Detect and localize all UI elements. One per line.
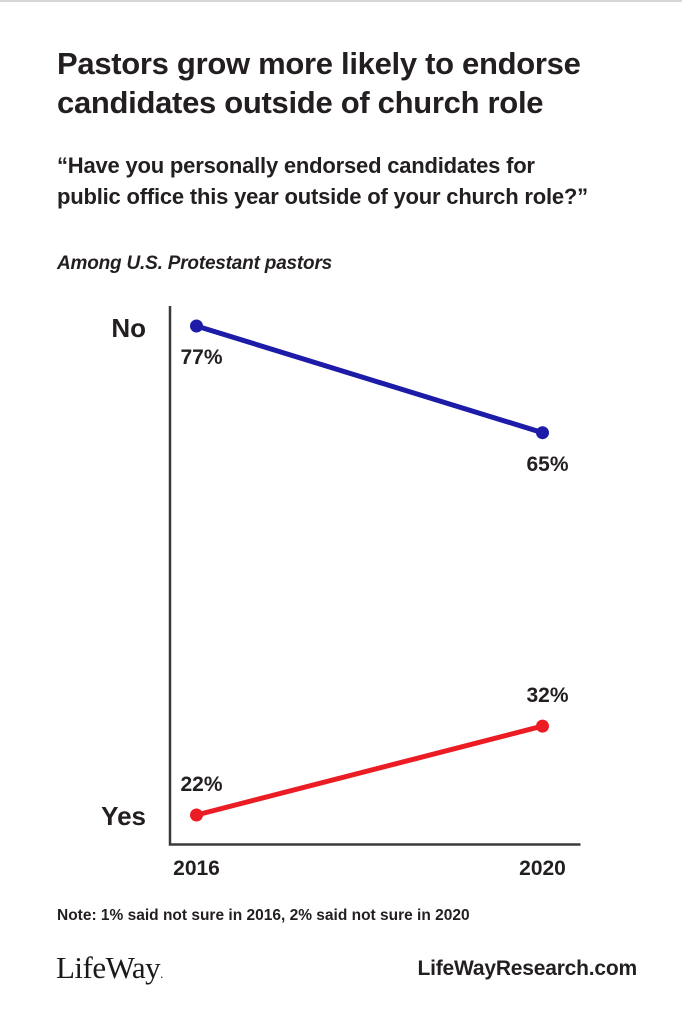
- title-line-1: Pastors grow more likely to endorse: [57, 46, 581, 81]
- value-label-yes-2020: 32%: [526, 684, 569, 708]
- lifeway-logo-text: LifeWay: [56, 950, 161, 985]
- population-note: Among U.S. Protestant pastors: [57, 253, 333, 274]
- point-yes-2020: [536, 719, 549, 733]
- question-line-1: “Have you personally endorsed candidates…: [57, 153, 535, 178]
- footnote: Note: 1% said not sure in 2016, 2% said …: [57, 907, 470, 924]
- title-line-2: candidates outside of church role: [57, 85, 544, 120]
- point-yes-2016: [190, 808, 203, 822]
- value-label-no-2020: 65%: [526, 452, 569, 476]
- axis-lines: [168, 306, 581, 846]
- series-label-yes: Yes: [101, 801, 146, 831]
- question-line-2: public office this year outside of your …: [57, 184, 588, 209]
- series-label-no: No: [111, 313, 146, 343]
- point-no-2016: [190, 319, 203, 333]
- x-tick-2020: 2020: [519, 857, 566, 880]
- lifeway-logo: LifeWay.: [56, 950, 163, 986]
- line-yes: [194, 723, 545, 818]
- value-label-no-2016: 77%: [180, 346, 223, 369]
- series-layer: [190, 319, 549, 822]
- website-link: LifeWayResearch.com: [417, 957, 637, 980]
- survey-question: “Have you personally endorsed candidates…: [57, 150, 588, 212]
- page-title: Pastors grow more likely to endorse cand…: [57, 44, 581, 122]
- lifeway-logo-mark: .: [160, 966, 163, 981]
- point-no-2020: [536, 426, 549, 440]
- x-tick-2016: 2016: [173, 857, 220, 880]
- line-no: [194, 323, 545, 436]
- value-label-yes-2016: 22%: [180, 773, 223, 796]
